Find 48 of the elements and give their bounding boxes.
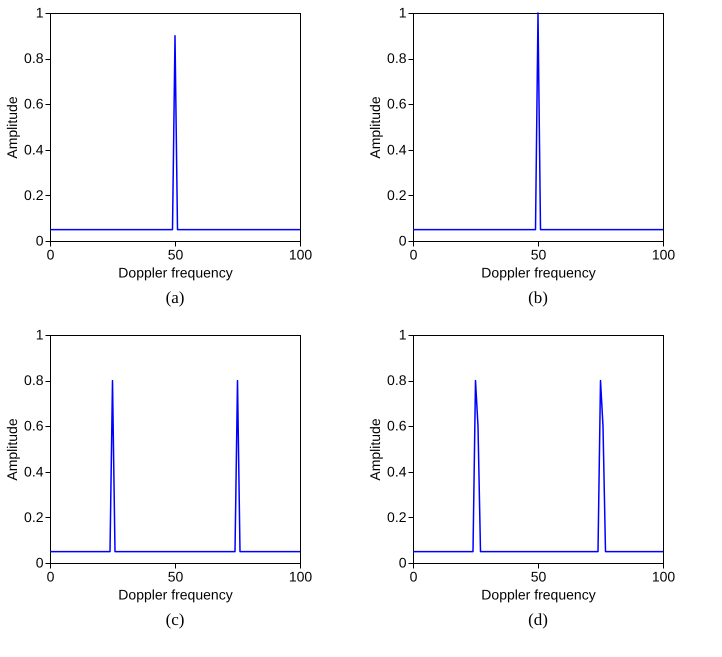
x-axis-title: Doppler frequency [481,586,596,602]
y-tick-label: 0.2 [387,186,407,203]
y-tick-label: 1 [36,4,44,20]
y-tick-label: 0 [398,232,407,248]
y-axis-title: Amplitude [367,96,384,159]
x-tick-label: 50 [530,246,546,262]
y-tick-label: 0.8 [24,50,44,66]
x-tick-label: 0 [410,568,418,584]
y-tick-label: 0 [36,232,44,248]
x-tick-label: 100 [288,246,312,262]
x-tick-label: 50 [168,568,184,584]
x-tick-label: 100 [288,568,312,584]
x-tick-label: 100 [652,246,676,262]
y-tick-label: 0.6 [387,418,407,434]
y-tick-label: 0.4 [387,463,407,480]
y-tick-label: 0 [36,554,44,570]
text: (b) [528,288,548,307]
y-tick-label: 1 [36,326,44,342]
x-tick-label: 0 [46,246,55,262]
text: (c) [166,610,184,629]
y-axis-title: Amplitude [4,418,20,481]
text: (d) [528,610,548,629]
y-tick-label: 0.8 [387,372,407,388]
y-tick-label: 0.4 [24,463,44,480]
y-tick-label: 1 [398,326,407,342]
x-axis-title: Doppler frequency [118,264,233,280]
y-tick-label: 0.8 [24,372,44,388]
y-tick-label: 0.6 [24,96,44,112]
y-tick-label: 0.4 [387,141,407,158]
y-tick-label: 0 [398,554,407,570]
x-tick-label: 100 [652,568,676,584]
y-axis-title: Amplitude [367,418,384,481]
y-tick-label: 0.2 [24,186,44,203]
x-axis-title: Doppler frequency [118,586,233,602]
y-tick-label: 0.2 [24,508,44,525]
text: (a) [166,288,184,307]
x-axis-title: Doppler frequency [481,264,596,280]
x-tick-label: 50 [168,246,184,262]
y-tick-label: 0.8 [387,50,407,66]
y-axis-title: Amplitude [4,96,20,159]
y-tick-label: 0.6 [387,96,407,112]
x-tick-label: 0 [410,246,418,262]
y-tick-label: 0.6 [24,418,44,434]
x-tick-label: 50 [530,568,546,584]
x-tick-label: 0 [46,568,55,584]
y-tick-label: 0.2 [387,508,407,525]
y-tick-label: 1 [398,4,407,20]
y-tick-label: 0.4 [24,141,44,158]
